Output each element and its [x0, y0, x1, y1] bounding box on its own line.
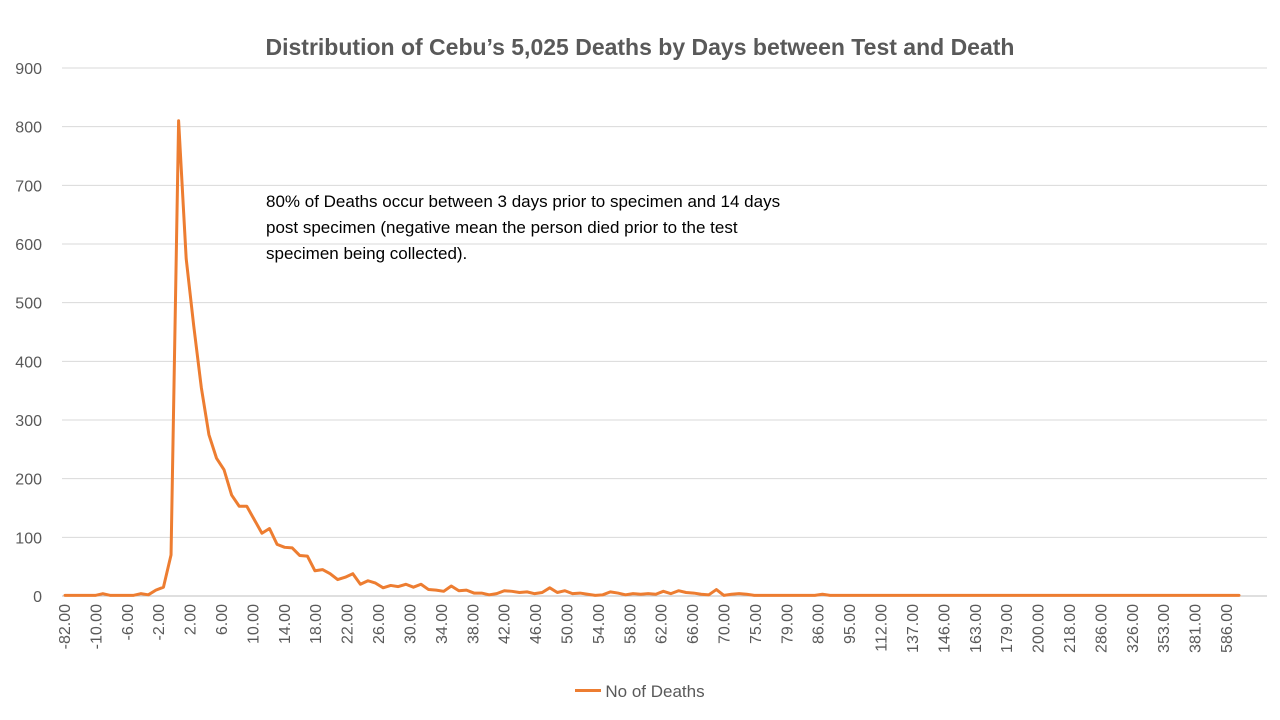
x-tick-label: 26.00 — [371, 604, 388, 644]
x-tick-label: 163.00 — [968, 604, 985, 653]
y-tick-label: 700 — [15, 178, 42, 195]
y-tick-label: 800 — [15, 120, 42, 137]
x-tick-label: 30.00 — [402, 604, 419, 644]
y-tick-label: 0 — [33, 589, 42, 606]
x-axis-ticks: -82.00 -10.00 -6.00 -2.00 2.00 6.00 10.00 14.00… — [57, 604, 1236, 653]
x-tick-label: -82.00 — [57, 604, 74, 649]
x-tick-label: 6.00 — [214, 604, 231, 635]
x-tick-label: 58.00 — [622, 604, 639, 644]
y-tick-label: 600 — [15, 237, 42, 254]
x-tick-label: 218.00 — [1062, 604, 1079, 653]
x-tick-label: 38.00 — [465, 604, 482, 644]
x-tick-label: 137.00 — [905, 604, 922, 653]
y-tick-label: 400 — [15, 354, 42, 371]
annotation-line-2: post specimen (negative mean the person … — [266, 218, 738, 237]
y-tick-label: 900 — [15, 61, 42, 78]
chart-title: Distribution of Cebu’s 5,025 Deaths by D… — [265, 34, 1015, 60]
x-tick-label: 18.00 — [308, 604, 325, 644]
annotation-line-1: 80% of Deaths occur between 3 days prior… — [266, 192, 781, 211]
series-layer — [63, 119, 1241, 597]
x-tick-label: 54.00 — [591, 604, 608, 644]
x-tick-label: 95.00 — [842, 604, 859, 644]
series-line-no-of-deaths — [63, 119, 1241, 597]
x-tick-label: 179.00 — [999, 604, 1016, 653]
x-tick-label: 381.00 — [1188, 604, 1205, 653]
x-tick-label: 353.00 — [1156, 604, 1173, 653]
x-tick-label: 86.00 — [811, 604, 828, 644]
y-tick-label: 500 — [15, 296, 42, 313]
chart-annotation: 80% of Deaths occur between 3 days prior… — [266, 189, 866, 267]
x-tick-label: 22.00 — [340, 604, 357, 644]
x-tick-label: -10.00 — [88, 604, 105, 649]
y-axis-ticks: 900 800 700 600 500 400 300 200 100 0 — [15, 61, 42, 606]
x-tick-label: 66.00 — [685, 604, 702, 644]
x-tick-label: 75.00 — [748, 604, 765, 644]
x-tick-label: 10.00 — [245, 604, 262, 644]
annotation-line-3: specimen being collected). — [266, 244, 468, 263]
legend-swatch — [575, 689, 602, 693]
x-tick-label: 62.00 — [654, 604, 671, 644]
x-tick-label: 14.00 — [277, 604, 294, 644]
y-tick-label: 200 — [15, 472, 42, 489]
x-tick-label: -6.00 — [120, 604, 137, 641]
legend: No of Deaths — [0, 682, 1280, 702]
x-tick-label: 2.00 — [183, 604, 200, 635]
x-tick-label: 200.00 — [1031, 604, 1048, 653]
x-tick-label: 70.00 — [717, 604, 734, 644]
gridlines — [62, 67, 1267, 597]
legend-label: No of Deaths — [605, 682, 705, 701]
x-tick-label: 34.00 — [434, 604, 451, 644]
x-tick-label: 50.00 — [559, 604, 576, 644]
x-tick-label: 586.00 — [1219, 604, 1236, 653]
x-tick-label: 112.00 — [874, 604, 891, 652]
x-tick-label: 286.00 — [1093, 604, 1110, 653]
x-tick-label: 42.00 — [497, 604, 514, 644]
x-tick-label: 326.00 — [1125, 604, 1142, 653]
y-tick-label: 100 — [15, 530, 42, 547]
y-tick-label: 300 — [15, 413, 42, 430]
x-tick-label: -2.00 — [151, 604, 168, 641]
x-tick-label: 46.00 — [528, 604, 545, 644]
x-tick-label: 146.00 — [936, 604, 953, 653]
x-tick-label: 79.00 — [779, 604, 796, 644]
